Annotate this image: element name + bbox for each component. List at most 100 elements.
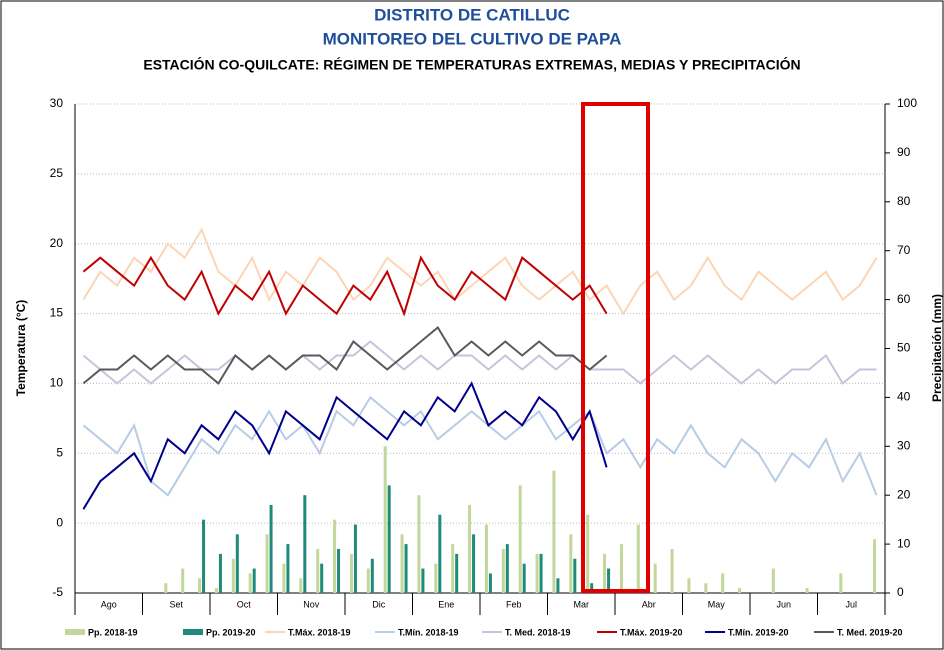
precip-bar	[404, 544, 408, 593]
precip-bar	[451, 544, 455, 593]
y2-tick-label: 70	[897, 243, 911, 257]
precip-bar	[198, 578, 202, 593]
x-tick-label: Abr	[642, 599, 656, 609]
precip-bar	[704, 583, 708, 593]
precip-bar	[573, 558, 577, 593]
precip-bar	[873, 539, 877, 593]
x-tick-label: Oct	[237, 599, 252, 609]
precip-bar	[400, 534, 404, 593]
legend-swatch	[65, 629, 85, 635]
y2-tick-label: 50	[897, 341, 911, 355]
precip-bar	[202, 519, 206, 593]
precip-bar	[248, 573, 252, 593]
legend-label: T.Máx. 2019-20	[620, 627, 683, 637]
y2-tick-label: 80	[897, 194, 911, 208]
precip-bar	[366, 568, 370, 593]
precip-bar	[556, 578, 560, 593]
x-tick-label: Jun	[776, 599, 791, 609]
y-axis-title: Temperatura (°C)	[14, 300, 28, 397]
precip-bar	[337, 548, 341, 593]
x-tick-label: Jul	[845, 599, 857, 609]
chart-subtitle: MONITOREO DEL CULTIVO DE PAPA	[323, 29, 622, 48]
precip-bar	[636, 524, 640, 593]
precip-bar	[370, 558, 374, 593]
precip-bar	[235, 534, 239, 593]
y-tick-label: 30	[50, 96, 64, 110]
x-tick-label: Ago	[101, 599, 117, 609]
precip-bar	[522, 563, 526, 593]
precip-bar	[286, 544, 290, 593]
precip-bar	[670, 548, 674, 593]
y2-tick-label: 40	[897, 390, 911, 404]
x-tick-label: Dic	[372, 599, 385, 609]
temperature-line	[82, 325, 608, 385]
y-tick-label: 5	[56, 445, 63, 459]
legend-label: T. Med. 2018-19	[505, 627, 571, 637]
chart-title: DISTRITO DE CATILLUC	[374, 5, 570, 24]
x-tick-label: Set	[169, 599, 183, 609]
precip-bar	[653, 563, 657, 593]
y-tick-label: 20	[50, 236, 64, 250]
temperature-line	[82, 255, 608, 317]
precip-bar	[501, 548, 505, 593]
precip-bar	[721, 573, 725, 593]
precip-bar	[218, 553, 222, 593]
precip-bar	[603, 553, 607, 593]
legend-label: T.Máx. 2018-19	[288, 627, 351, 637]
y-tick-label: 10	[50, 376, 64, 390]
precip-bar	[164, 583, 168, 593]
precip-bar	[586, 514, 590, 593]
highlight-box	[581, 102, 650, 593]
legend-label: T. Med. 2019-20	[837, 627, 903, 637]
y2-tick-label: 0	[897, 585, 904, 599]
y-tick-label: 25	[50, 166, 64, 180]
precip-bar	[569, 534, 573, 593]
precip-bar	[269, 504, 273, 593]
precip-bar	[383, 446, 387, 593]
precip-bar	[438, 514, 442, 593]
precip-bar	[181, 568, 185, 593]
precip-bar	[299, 578, 303, 593]
x-tick-label: Mar	[574, 599, 590, 609]
precip-bar	[484, 524, 488, 593]
precip-bar	[265, 534, 269, 593]
x-tick-label: Nov	[303, 599, 320, 609]
precip-bar	[455, 553, 459, 593]
precip-bar	[590, 583, 594, 593]
legend-label: Pp. 2018-19	[88, 627, 138, 637]
precip-bar	[421, 568, 425, 593]
y-tick-label: 0	[56, 515, 63, 529]
chart-heading: ESTACIÓN CO-QUILCATE: RÉGIMEN DE TEMPERA…	[143, 56, 800, 73]
temperature-line	[82, 340, 877, 385]
precip-bar	[488, 573, 492, 593]
precip-bar	[619, 544, 623, 593]
precip-bar	[539, 553, 543, 593]
precip-bar	[333, 519, 337, 593]
precip-bar	[552, 470, 556, 593]
precip-bar	[353, 524, 357, 593]
precip-bar	[231, 558, 235, 593]
precip-bar	[316, 548, 320, 593]
precip-bar	[687, 578, 691, 593]
precip-bar	[417, 495, 421, 593]
precip-bar	[805, 588, 809, 593]
precip-bar	[387, 485, 391, 593]
legend-label: T.Mín. 2018-19	[398, 627, 459, 637]
x-tick-label: Feb	[506, 599, 522, 609]
plot-area: -5 0 5 10 15 20 25 30 0 10 20 30 40 50 60 70 80 90 100 Ago S…	[50, 96, 918, 637]
precip-bar	[472, 534, 476, 593]
precip-bar	[282, 563, 286, 593]
precip-bar	[771, 568, 775, 593]
precip-bar	[518, 485, 522, 593]
legend-label: Pp. 2019-20	[206, 627, 256, 637]
precip-bar	[607, 568, 611, 593]
y2-tick-label: 30	[897, 438, 911, 452]
precip-bar	[839, 573, 843, 593]
y-tick-label: -5	[52, 585, 63, 599]
precip-bar	[535, 553, 539, 593]
x-tick-label: May	[708, 599, 726, 609]
precip-bar	[252, 568, 256, 593]
temperature-line	[82, 395, 878, 497]
y2-tick-label: 60	[897, 292, 911, 306]
